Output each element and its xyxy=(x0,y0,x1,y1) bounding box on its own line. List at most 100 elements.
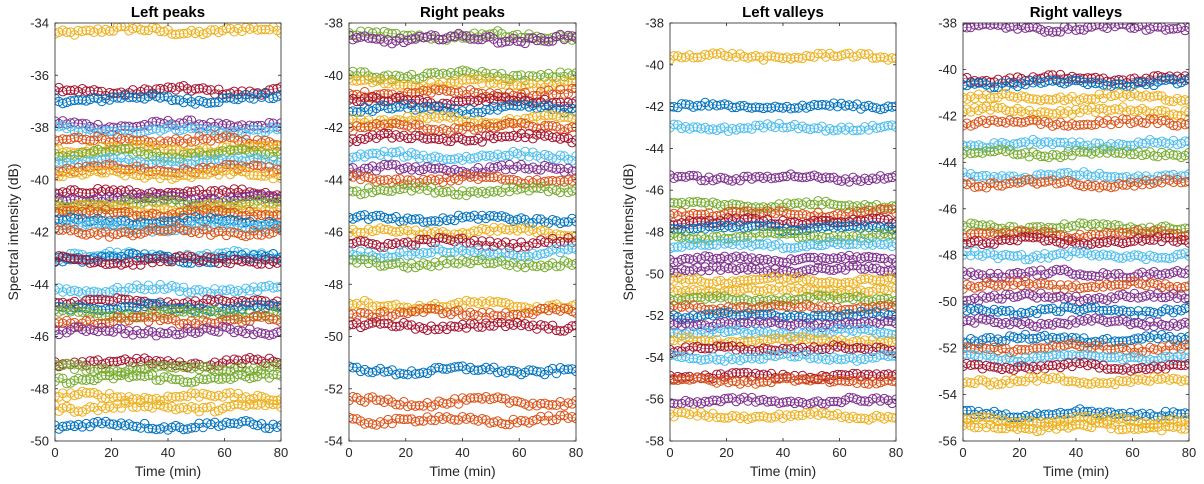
data-point xyxy=(395,307,405,318)
data-point xyxy=(387,118,397,129)
data-point xyxy=(438,34,448,45)
data-point xyxy=(528,71,538,81)
data-point xyxy=(828,277,839,288)
data-point xyxy=(151,362,162,372)
data-point xyxy=(712,221,722,232)
data-point xyxy=(735,263,745,274)
series-27 xyxy=(55,321,281,341)
data-point xyxy=(809,335,820,345)
data-point xyxy=(241,231,251,242)
data-point xyxy=(449,76,460,87)
data-point xyxy=(461,295,472,306)
data-point xyxy=(688,353,699,364)
data-point xyxy=(112,323,123,334)
data-point xyxy=(809,276,820,287)
data-point xyxy=(202,362,212,372)
data-point xyxy=(836,231,847,241)
data-point xyxy=(128,312,138,323)
data-point xyxy=(712,100,722,111)
data-point xyxy=(65,206,76,216)
data-point xyxy=(391,413,401,424)
data-point xyxy=(186,308,197,318)
data-point xyxy=(696,209,707,220)
data-point xyxy=(159,313,169,324)
data-point xyxy=(276,317,281,327)
data-point xyxy=(272,282,281,292)
data-point xyxy=(766,257,777,267)
data-point xyxy=(559,244,570,254)
data-point xyxy=(104,165,115,175)
data-point xyxy=(61,85,72,95)
data-point xyxy=(359,419,370,429)
data-point xyxy=(446,321,456,331)
data-point xyxy=(469,414,480,425)
data-point xyxy=(349,362,358,373)
data-point xyxy=(489,297,499,308)
data-point xyxy=(97,363,107,374)
data-point xyxy=(774,256,784,267)
series-group xyxy=(670,48,896,425)
data-point xyxy=(676,254,687,265)
data-point xyxy=(375,223,386,233)
data-point xyxy=(485,186,495,196)
data-point xyxy=(461,121,472,132)
data-point xyxy=(688,342,699,352)
data-point xyxy=(836,200,847,211)
data-point xyxy=(563,187,574,198)
data-point xyxy=(532,214,542,224)
data-point xyxy=(194,83,204,94)
data-point xyxy=(747,213,757,224)
data-point xyxy=(555,175,566,186)
series-32 xyxy=(55,397,281,417)
data-point xyxy=(848,344,858,354)
data-point xyxy=(485,121,495,132)
series-21 xyxy=(55,251,281,270)
series-22 xyxy=(349,361,576,380)
data-point xyxy=(684,254,695,264)
data-point xyxy=(77,375,88,385)
data-point xyxy=(817,344,827,355)
data-point xyxy=(492,131,503,142)
data-point xyxy=(182,424,193,434)
data-point xyxy=(762,284,773,294)
data-point xyxy=(532,130,542,140)
data-point xyxy=(571,258,576,269)
data-point xyxy=(782,52,792,63)
data-point xyxy=(461,95,472,106)
data-point xyxy=(383,366,393,377)
data-point xyxy=(673,242,683,252)
data-point xyxy=(727,252,738,263)
data-point xyxy=(571,299,576,309)
data-point xyxy=(774,102,784,113)
data-point xyxy=(355,32,366,42)
data-point xyxy=(69,254,80,265)
data-point xyxy=(272,141,281,152)
data-point xyxy=(875,204,886,214)
data-point xyxy=(363,104,374,115)
data-point xyxy=(567,260,576,270)
data-point xyxy=(438,124,448,134)
data-point xyxy=(55,373,64,383)
data-point xyxy=(276,193,281,203)
data-point xyxy=(194,307,204,318)
data-point xyxy=(410,416,421,427)
data-point xyxy=(73,25,84,36)
y-tick-label: -38 xyxy=(324,16,343,31)
data-point xyxy=(248,399,259,410)
data-point xyxy=(715,318,726,328)
data-point xyxy=(430,112,440,122)
data-point xyxy=(414,31,425,42)
y-tick-label: -36 xyxy=(30,68,49,83)
data-point xyxy=(539,248,550,259)
data-point xyxy=(438,187,448,198)
data-point xyxy=(500,224,511,235)
data-point xyxy=(860,206,870,217)
data-point xyxy=(692,252,703,263)
data-point xyxy=(186,388,197,398)
data-point xyxy=(260,423,271,433)
data-point xyxy=(77,229,88,239)
data-point xyxy=(704,124,714,135)
data-point xyxy=(73,254,84,265)
data-point xyxy=(352,227,362,237)
data-point xyxy=(727,199,738,209)
